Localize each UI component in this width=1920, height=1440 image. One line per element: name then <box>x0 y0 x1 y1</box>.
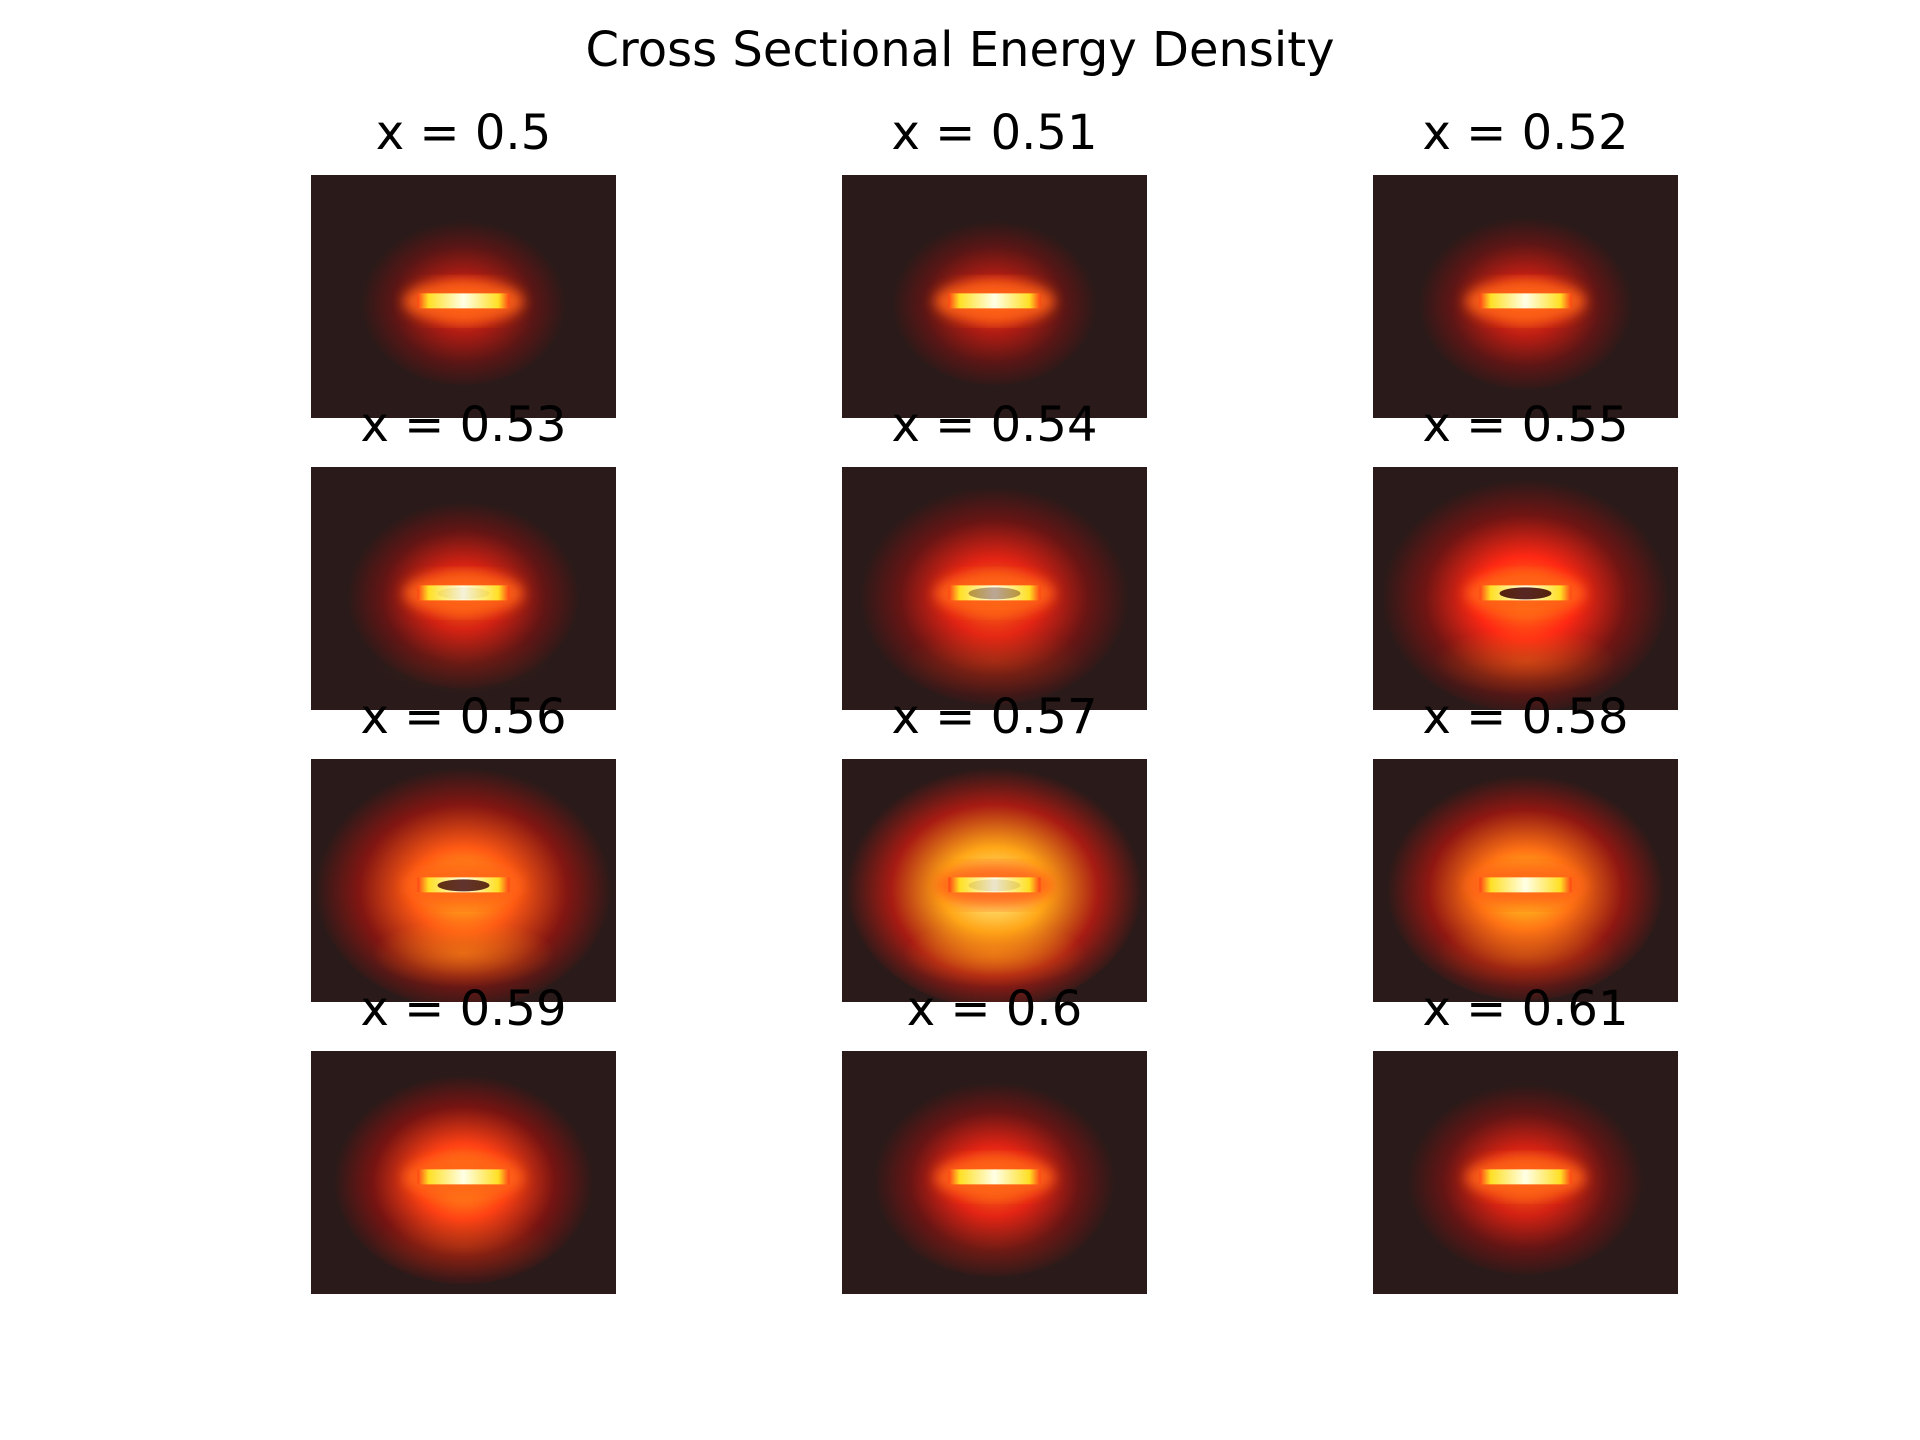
conductor-strip <box>948 293 1041 309</box>
heatmap-image <box>311 175 616 418</box>
heatmap-image <box>1373 759 1678 1002</box>
center-minimum <box>437 879 490 892</box>
heatmap-image <box>842 175 1147 418</box>
lower-lobe <box>372 1211 555 1280</box>
conductor-strip <box>1479 877 1572 893</box>
subplot-title: x = 0.52 <box>1422 105 1629 161</box>
subplot-title: x = 0.61 <box>1422 981 1629 1037</box>
conductor-strip <box>948 877 1041 893</box>
subplot-title: x = 0.55 <box>1422 397 1629 453</box>
lower-lobe <box>903 919 1086 988</box>
heatmap-image <box>1373 175 1678 418</box>
figure-title: Cross Sectional Energy Density <box>585 22 1335 78</box>
subplot-title: x = 0.5 <box>375 105 552 161</box>
conductor-strip <box>417 293 510 309</box>
conductor-strip <box>948 1169 1041 1185</box>
subplot-title: x = 0.51 <box>891 105 1098 161</box>
heatmap-image <box>311 467 616 710</box>
lower-lobe <box>1434 919 1617 988</box>
subplot-title: x = 0.59 <box>360 981 567 1037</box>
conductor-strip <box>948 585 1041 601</box>
lower-lobe <box>1434 627 1617 696</box>
conductor-strip <box>1479 293 1572 309</box>
heatmap-image <box>311 759 616 1002</box>
heatmap-image <box>842 467 1147 710</box>
lower-lobe <box>903 627 1086 696</box>
conductor-strip <box>417 1169 510 1185</box>
subplot-title: x = 0.58 <box>1422 689 1629 745</box>
subplot-title: x = 0.56 <box>360 689 567 745</box>
lower-lobe <box>372 919 555 988</box>
conductor-strip <box>1479 1169 1572 1185</box>
lower-lobe <box>372 627 555 696</box>
center-minimum <box>968 587 1021 600</box>
center-minimum <box>1499 587 1552 600</box>
subplot-title: x = 0.53 <box>360 397 567 453</box>
center-minimum <box>437 587 490 600</box>
heatmap-image <box>842 1051 1147 1294</box>
subplot-title: x = 0.54 <box>891 397 1098 453</box>
heatmap-image <box>311 1051 616 1294</box>
subplot-title: x = 0.6 <box>906 981 1083 1037</box>
subplot-title: x = 0.57 <box>891 689 1098 745</box>
heatmap-image <box>842 759 1147 1002</box>
conductor-strip <box>417 585 510 601</box>
heatmap-image <box>1373 467 1678 710</box>
lower-lobe <box>903 1211 1086 1280</box>
heatmap-image <box>1373 1051 1678 1294</box>
center-minimum <box>968 879 1021 892</box>
